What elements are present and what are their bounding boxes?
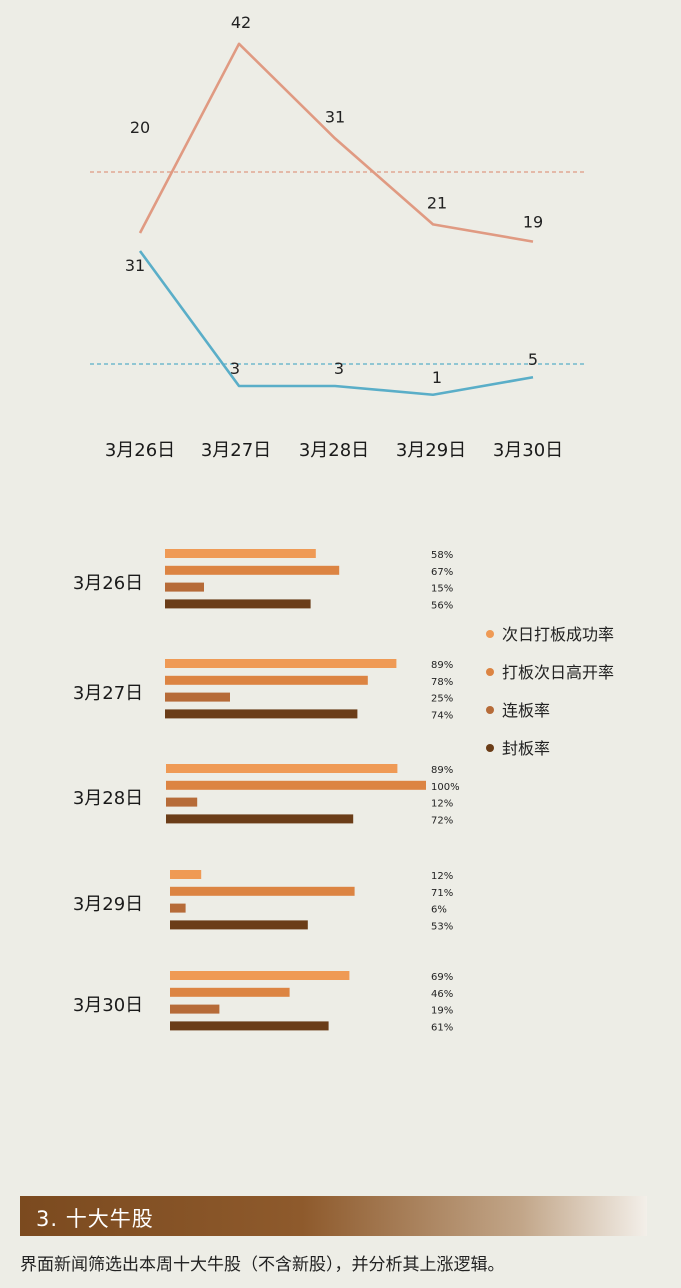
bar-value-label: 12%: [431, 799, 453, 810]
bar-value-label: 67%: [431, 567, 453, 578]
bar-1: [165, 659, 397, 668]
bar-value-label: 25%: [431, 694, 453, 705]
bar-value-label: 89%: [431, 765, 453, 776]
bar-4: [170, 1021, 329, 1031]
bar-value-label: 19%: [431, 1006, 453, 1017]
bar-3: [170, 903, 186, 913]
bar-value-label: 12%: [431, 871, 453, 882]
series-2-data-label: 1: [432, 368, 442, 387]
series-2-data-label: 3: [230, 359, 240, 378]
series-1-data-label: 19: [523, 213, 543, 232]
bar-2: [165, 675, 368, 685]
bar-value-label: 100%: [431, 782, 460, 793]
bar-2: [166, 780, 426, 790]
bar-value-label: 78%: [431, 677, 453, 688]
bar-value-label: 72%: [431, 815, 453, 826]
section-description: 界面新闻筛选出本周十大牛股（不含新股），并分析其上涨逻辑。: [20, 1255, 505, 1275]
bar-3: [166, 797, 198, 807]
legend-label: 封板率: [502, 739, 550, 758]
x-tick-label: 3月29日: [396, 440, 466, 461]
x-tick-label: 3月28日: [299, 440, 369, 461]
bar-chart: 3月26日 58% 67% 15% 56% 3月27日 89% 78% 25% 74% 3月28日 8…: [73, 549, 614, 1033]
bar-value-label: 71%: [431, 888, 453, 899]
x-tick-label: 3月27日: [201, 440, 271, 461]
bar-1: [165, 549, 316, 558]
bar-value-label: 58%: [431, 550, 453, 561]
series-2-data-label: 5: [528, 350, 538, 369]
category-label: 3月26日: [73, 573, 143, 594]
series-1-line: [138, 42, 534, 243]
bar-value-label: 15%: [431, 584, 453, 595]
section-title: 3. 十大牛股: [36, 1207, 154, 1231]
series-1-data-label: 31: [325, 107, 345, 126]
series-1-data-label: 21: [427, 193, 447, 212]
bar-1: [166, 764, 398, 773]
x-tick-label: 3月30日: [493, 440, 563, 461]
bar-4: [165, 709, 358, 719]
legend-marker: [486, 668, 494, 676]
bar-1: [170, 870, 202, 879]
legend-marker: [486, 630, 494, 638]
bar-3: [165, 582, 204, 592]
bar-value-label: 89%: [431, 660, 453, 671]
bar-3: [165, 692, 230, 702]
legend-label: 次日打板成功率: [502, 625, 614, 644]
category-label: 3月28日: [73, 788, 143, 809]
legend-marker: [486, 706, 494, 714]
bar-value-label: 53%: [431, 921, 453, 932]
bar-2: [170, 886, 355, 896]
series-1-data-label: 20: [130, 118, 150, 137]
bar-value-label: 74%: [431, 710, 453, 721]
x-tick-label: 3月26日: [105, 440, 175, 461]
series-2-data-label: 31: [125, 256, 145, 275]
bar-3: [170, 1004, 220, 1014]
category-label: 3月30日: [73, 995, 143, 1016]
category-label: 3月29日: [73, 894, 143, 915]
bar-4: [170, 920, 308, 930]
category-label: 3月27日: [73, 683, 143, 704]
legend-marker: [486, 744, 494, 752]
bar-4: [165, 599, 311, 609]
series-2-data-label: 3: [334, 359, 344, 378]
series-1-data-label: 42: [231, 13, 251, 32]
bar-value-label: 56%: [431, 600, 453, 611]
bar-2: [170, 987, 290, 997]
bar-value-label: 6%: [431, 905, 447, 916]
bar-value-label: 61%: [431, 1022, 453, 1033]
bar-1: [170, 971, 350, 980]
legend-label: 打板次日高开率: [502, 663, 614, 682]
section-banner: 3. 十大牛股: [20, 1196, 647, 1236]
bar-value-label: 69%: [431, 972, 453, 983]
bar-value-label: 46%: [431, 989, 453, 1000]
bar-2: [165, 565, 340, 575]
bar-4: [166, 814, 354, 824]
legend-label: 连板率: [502, 701, 550, 720]
